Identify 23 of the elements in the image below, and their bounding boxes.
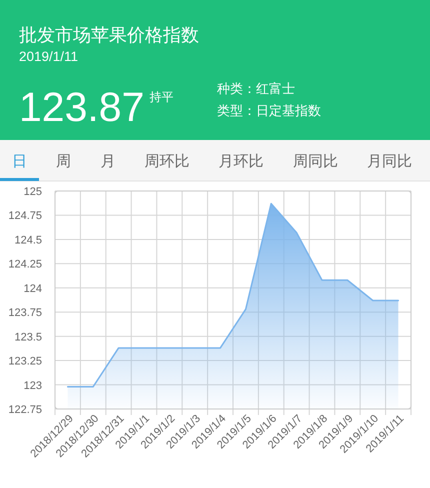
y-tick-label: 124.75 [8,210,42,222]
y-tick-label: 124.25 [8,258,42,271]
y-tick-label: 124 [24,282,42,295]
y-tick-label: 123.75 [8,307,42,320]
y-tick-label: 123 [24,380,42,392]
y-tick-label: 123.5 [14,331,42,344]
text: 月环比 [218,153,264,170]
text: 日 [12,153,27,170]
text: 类型：日定基指数 [217,103,321,118]
text: 持平 [149,90,174,104]
chart-subtitle: 2019/1/11 [19,49,78,64]
text: 周同比 [292,153,338,170]
text: 月同比 [367,153,412,170]
text: 123.87 [19,84,144,130]
y-tick-label: 122.75 [8,404,42,416]
text: 月 [100,153,116,170]
text: 周 [56,153,72,170]
chart-title: 批发市场苹果价格指数 [19,25,199,45]
text: 周环比 [144,153,190,170]
text: 种类：红富士 [217,81,295,96]
y-tick-label: 123.25 [8,356,42,368]
y-tick-label: 125 [24,186,42,198]
y-tick-label: 124.5 [14,234,42,246]
